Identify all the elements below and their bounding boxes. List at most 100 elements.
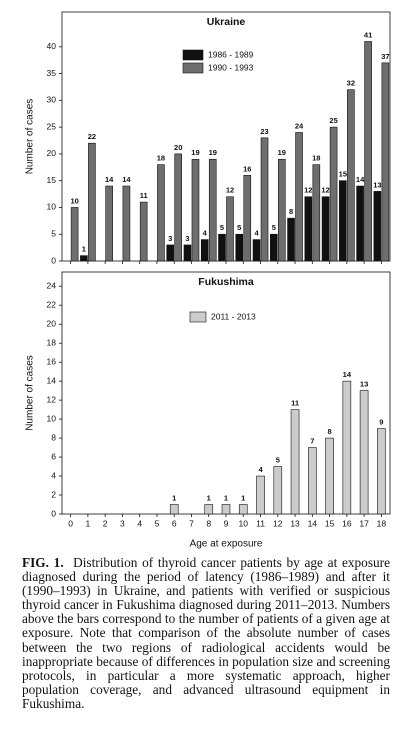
y-tick-label: 20 — [47, 318, 57, 328]
caption-text: Distribution of thyroid cancer patients … — [22, 555, 390, 711]
y-tick-label: 30 — [47, 95, 57, 105]
y-tick-label: 16 — [47, 356, 57, 366]
x-tick-label: 10 — [239, 518, 249, 528]
bar — [80, 255, 88, 262]
value-label: 14 — [122, 175, 131, 184]
bar — [260, 137, 269, 262]
legend-swatch — [182, 49, 204, 61]
value-label: 5 — [237, 223, 241, 232]
y-tick-label: 0 — [51, 255, 56, 265]
value-label: 14 — [356, 175, 365, 184]
x-tick-label: 5 — [155, 518, 160, 528]
bar — [308, 447, 317, 515]
value-label: 14 — [105, 175, 114, 184]
y-tick-label: 4 — [51, 470, 56, 480]
x-tick-label: 15 — [325, 518, 335, 528]
value-label: 1 — [241, 493, 245, 502]
x-tick-label: 11 — [256, 518, 265, 528]
x-tick-label: 4 — [137, 518, 142, 528]
bar — [342, 380, 352, 515]
x-tick-label: 13 — [290, 518, 300, 528]
bar — [122, 185, 131, 262]
legend-label: 1990 - 1993 — [208, 62, 254, 72]
value-label: 11 — [291, 399, 299, 408]
bar — [191, 158, 200, 262]
x-tick-label: 8 — [206, 518, 211, 528]
y-tick-label: 40 — [47, 41, 57, 51]
x-tick-label: 17 — [359, 518, 369, 528]
bar — [339, 180, 347, 262]
value-label: 22 — [88, 132, 96, 141]
y-tick-label: 35 — [47, 68, 57, 78]
value-label: 4 — [203, 229, 208, 238]
bar — [312, 164, 321, 262]
x-tick-label: 0 — [68, 518, 73, 528]
x-tick-label: 12 — [273, 518, 283, 528]
x-tick-label: 1 — [86, 518, 91, 528]
x-tick-label: 7 — [189, 518, 194, 528]
value-label: 5 — [276, 456, 280, 465]
value-label: 13 — [373, 180, 381, 189]
bar — [70, 207, 79, 262]
bar — [377, 428, 386, 515]
chart-title: Fukushima — [198, 276, 254, 288]
legend-label: 1986 - 1989 — [208, 49, 254, 59]
x-axis-label: Age at exposure — [190, 539, 263, 550]
bar — [218, 233, 226, 262]
legend-label: 2011 - 2013 — [211, 311, 256, 321]
value-label: 5 — [220, 223, 224, 232]
y-tick-label: 0 — [51, 508, 56, 518]
value-label: 13 — [360, 380, 368, 389]
bar — [226, 196, 234, 262]
x-tick-label: 2 — [103, 518, 108, 528]
value-label: 1 — [82, 245, 86, 254]
value-label: 11 — [140, 191, 148, 200]
value-label: 12 — [304, 186, 312, 195]
bar — [174, 153, 183, 262]
value-label: 16 — [243, 164, 251, 173]
value-label: 1 — [172, 493, 176, 502]
legend-swatch — [182, 62, 204, 74]
value-label: 4 — [254, 229, 259, 238]
bar — [356, 185, 364, 262]
bar — [221, 504, 231, 515]
value-label: 7 — [310, 437, 314, 446]
legend-swatch — [189, 311, 207, 323]
bar — [359, 390, 369, 515]
bar — [243, 175, 252, 262]
x-tick-label: 9 — [224, 518, 229, 528]
value-label: 23 — [260, 127, 268, 136]
value-label: 20 — [174, 143, 182, 152]
bar — [88, 142, 96, 262]
y-tick-label: 10 — [47, 202, 57, 212]
value-label: 18 — [157, 154, 165, 163]
value-label: 14 — [343, 370, 352, 379]
y-tick-label: 2 — [51, 489, 56, 499]
value-label: 10 — [70, 196, 78, 205]
bar — [169, 504, 179, 515]
value-label: 8 — [289, 207, 293, 216]
value-label: 8 — [327, 427, 331, 436]
caption: FIG. 1. Distribution of thyroid cancer p… — [22, 555, 390, 711]
bar — [277, 158, 286, 262]
value-label: 4 — [258, 465, 263, 474]
bar — [321, 196, 330, 262]
value-label: 15 — [339, 170, 347, 179]
bar — [200, 239, 209, 262]
bar — [204, 504, 214, 515]
value-label: 3 — [168, 234, 172, 243]
bar — [364, 41, 372, 262]
bar — [373, 191, 382, 262]
bar — [347, 89, 355, 262]
y-tick-label: 14 — [47, 375, 57, 385]
value-label: 5 — [272, 223, 276, 232]
bar — [329, 126, 338, 262]
y-tick-label: 24 — [47, 280, 57, 290]
value-label: 1 — [224, 493, 228, 502]
bar — [166, 244, 175, 262]
value-label: 18 — [312, 154, 320, 163]
caption-label: FIG. 1. — [22, 555, 64, 570]
y-axis-label: Number of cases — [25, 99, 36, 175]
